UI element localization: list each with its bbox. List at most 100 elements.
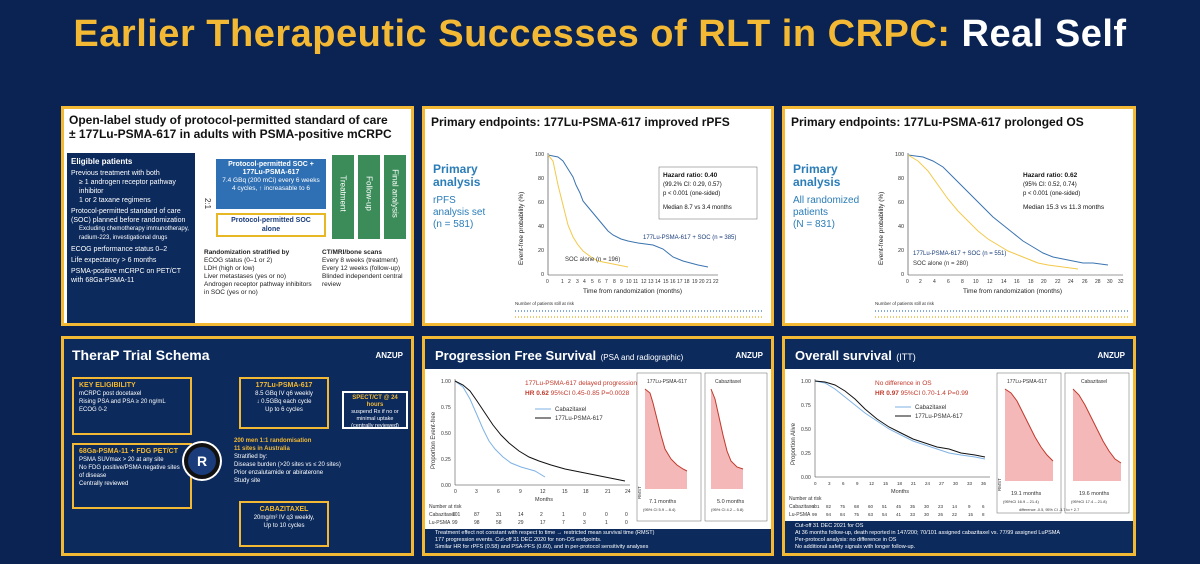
pfs-legend-cab: Cabazitaxel	[555, 407, 586, 413]
svg-text:60: 60	[898, 200, 904, 206]
svg-text:30: 30	[1107, 279, 1113, 285]
svg-text:0: 0	[454, 489, 457, 495]
ovs-risk-label-lu: Lu-PSMA	[789, 512, 811, 518]
os-title: Primary endpoints: 177Lu-PSMA-617 prolon…	[791, 115, 1084, 129]
svg-text:41: 41	[896, 512, 902, 517]
eligible-box: Eligible patients Previous treatment wit…	[67, 153, 195, 323]
ovs-title-sub: (ITT)	[896, 352, 916, 362]
ovs-xticks: 0 3 6 9 12 15 18 21 24 27 30 33 36	[814, 481, 987, 486]
svg-text:22: 22	[713, 279, 719, 285]
eligible-item: Previous treatment with both	[71, 170, 160, 177]
svg-text:8: 8	[613, 279, 616, 285]
pfs-bullet: Similar HR for rPFS (0.58) and PSA-PFS (…	[435, 544, 649, 550]
ovs-inset1-value: 19.1 months	[1011, 491, 1042, 497]
svg-text:0: 0	[625, 512, 628, 518]
svg-text:24: 24	[625, 489, 631, 495]
svg-text:22: 22	[952, 512, 958, 517]
pfs-inset-ylabel: RMST	[637, 486, 642, 499]
key-eligibility-box: KEY ELIGIBILITY mCRPC post docetaxel Ris…	[72, 377, 192, 435]
svg-text:98: 98	[474, 520, 480, 526]
phase-followup-label: Follow-up	[364, 176, 374, 211]
svg-text:HR 0.97 95%CI 0.70-1.4 P=0.9: HR 0.97 95%CI 0.70-1.4 P=0.99	[875, 390, 969, 397]
svg-text:20: 20	[538, 248, 544, 254]
rpfs-risk-label: Number of patients still at risk	[515, 301, 575, 306]
svg-text:21: 21	[605, 489, 611, 495]
arm2-line1: Protocol-permitted SOC	[231, 217, 311, 224]
rpfs-hr-l4: Median 8.7 vs 3.4 months	[663, 205, 732, 211]
svg-text:2: 2	[540, 512, 543, 518]
lu-l2: ↓ 0.5GBq each cycle	[256, 399, 312, 405]
ovs-risk-cab: 101 82 75 68 60 51 45 35 30 23 14 9 6	[812, 504, 985, 509]
svg-text:100: 100	[535, 152, 544, 158]
svg-text:18: 18	[1028, 279, 1034, 285]
svg-text:4: 4	[933, 279, 936, 285]
pfs-note-hr: HR 0.62	[525, 390, 549, 397]
svg-text:0: 0	[625, 520, 628, 526]
strat-l3: Stratified by:	[234, 454, 268, 460]
lu-l1: 8.5 GBq IV q6 weekly	[255, 391, 313, 397]
arm1-detail2: 4 cycles, ↑ increasable to 6	[231, 185, 311, 192]
svg-text:20: 20	[1041, 279, 1047, 285]
rpfs-title: Primary endpoints: 177Lu-PSMA-617 improv…	[431, 115, 730, 129]
svg-text:0.50: 0.50	[801, 427, 811, 433]
svg-text:68: 68	[854, 504, 860, 509]
svg-text:3: 3	[828, 481, 831, 486]
svg-text:80: 80	[538, 176, 544, 182]
ovs-note-l1: No difference in OS	[875, 380, 932, 387]
arm1-box: Protocol-permitted SOC + 177Lu-PSMA-617 …	[216, 159, 326, 209]
spect-l2: suspend Rx if no or minimal uptake (cent…	[351, 409, 399, 429]
arm2-line2: alone	[261, 226, 281, 233]
os-curve-soc	[907, 154, 1079, 270]
svg-text:12: 12	[869, 481, 875, 486]
svg-text:0: 0	[901, 272, 904, 278]
arm1-line1: Protocol-permitted SOC +	[228, 161, 314, 168]
svg-text:7: 7	[562, 520, 565, 526]
ovs-anzup-logo: ANZUP	[1097, 351, 1125, 360]
svg-text:9: 9	[519, 489, 522, 495]
svg-text:24: 24	[925, 481, 931, 486]
pfs-note-ci: 95%CI 0.45-0.85 P=0.0028	[551, 390, 630, 397]
os-risk-label: Number of patients still at risk	[875, 301, 935, 306]
ovs-title-main: Overall survival	[795, 348, 892, 363]
os-set-l3: (N = 831)	[793, 219, 835, 230]
svg-text:99: 99	[452, 520, 458, 526]
svg-text:14: 14	[1001, 279, 1007, 285]
slide-title-part1: Earlier Therapeutic Successes of RLT in …	[73, 13, 951, 55]
svg-text:6: 6	[982, 504, 985, 509]
os-curve-lu	[907, 154, 1109, 266]
svg-text:0.50: 0.50	[441, 431, 451, 437]
svg-text:3: 3	[583, 520, 586, 526]
svg-text:21: 21	[706, 279, 712, 285]
svg-text:1: 1	[561, 279, 564, 285]
svg-text:23: 23	[938, 504, 944, 509]
svg-text:101: 101	[452, 512, 461, 518]
svg-text:4: 4	[583, 279, 586, 285]
rpfs-set-l3: (n = 581)	[433, 219, 474, 230]
ovs-risk-lu: 99 94 84 75 63 54 41 33 30 26 22 15 8	[812, 512, 985, 517]
randomise-circle: R	[184, 443, 220, 479]
pfs-risk-label-cab: Cabazitaxel	[429, 512, 455, 518]
svg-text:54: 54	[882, 512, 888, 517]
svg-text:12: 12	[987, 279, 993, 285]
svg-text:0: 0	[546, 279, 549, 285]
os-analysis-l1: Primary	[793, 162, 838, 176]
os-legend-lu: 177Lu-PSMA-617 + SOC (n = 551)	[913, 251, 1006, 257]
svg-text:0: 0	[605, 512, 608, 518]
ovs-yticks: 1.00 0.75 0.50 0.25 0.00	[801, 379, 811, 481]
svg-text:1.00: 1.00	[441, 379, 451, 385]
pfs-xlabel: Months	[535, 497, 553, 503]
pfs-title-main: Progression Free Survival	[435, 348, 597, 363]
svg-text:16: 16	[670, 279, 676, 285]
pfs-ylabel: Proportion Event-free	[431, 411, 437, 469]
svg-text:6: 6	[947, 279, 950, 285]
pfs-inset2-label: Cabazitaxel	[715, 379, 741, 385]
pfs-bullet: 177 progression events. Cut-off 31 DEC 2…	[435, 537, 602, 543]
svg-text:1.00: 1.00	[801, 379, 811, 385]
svg-text:28: 28	[1095, 279, 1101, 285]
svg-text:3: 3	[475, 489, 478, 495]
svg-text:31: 31	[496, 512, 502, 518]
rpfs-km-chart: Event-free probability (%) 100806040200 …	[515, 152, 763, 318]
svg-text:3: 3	[576, 279, 579, 285]
svg-text:9: 9	[856, 481, 859, 486]
svg-text:0: 0	[541, 272, 544, 278]
